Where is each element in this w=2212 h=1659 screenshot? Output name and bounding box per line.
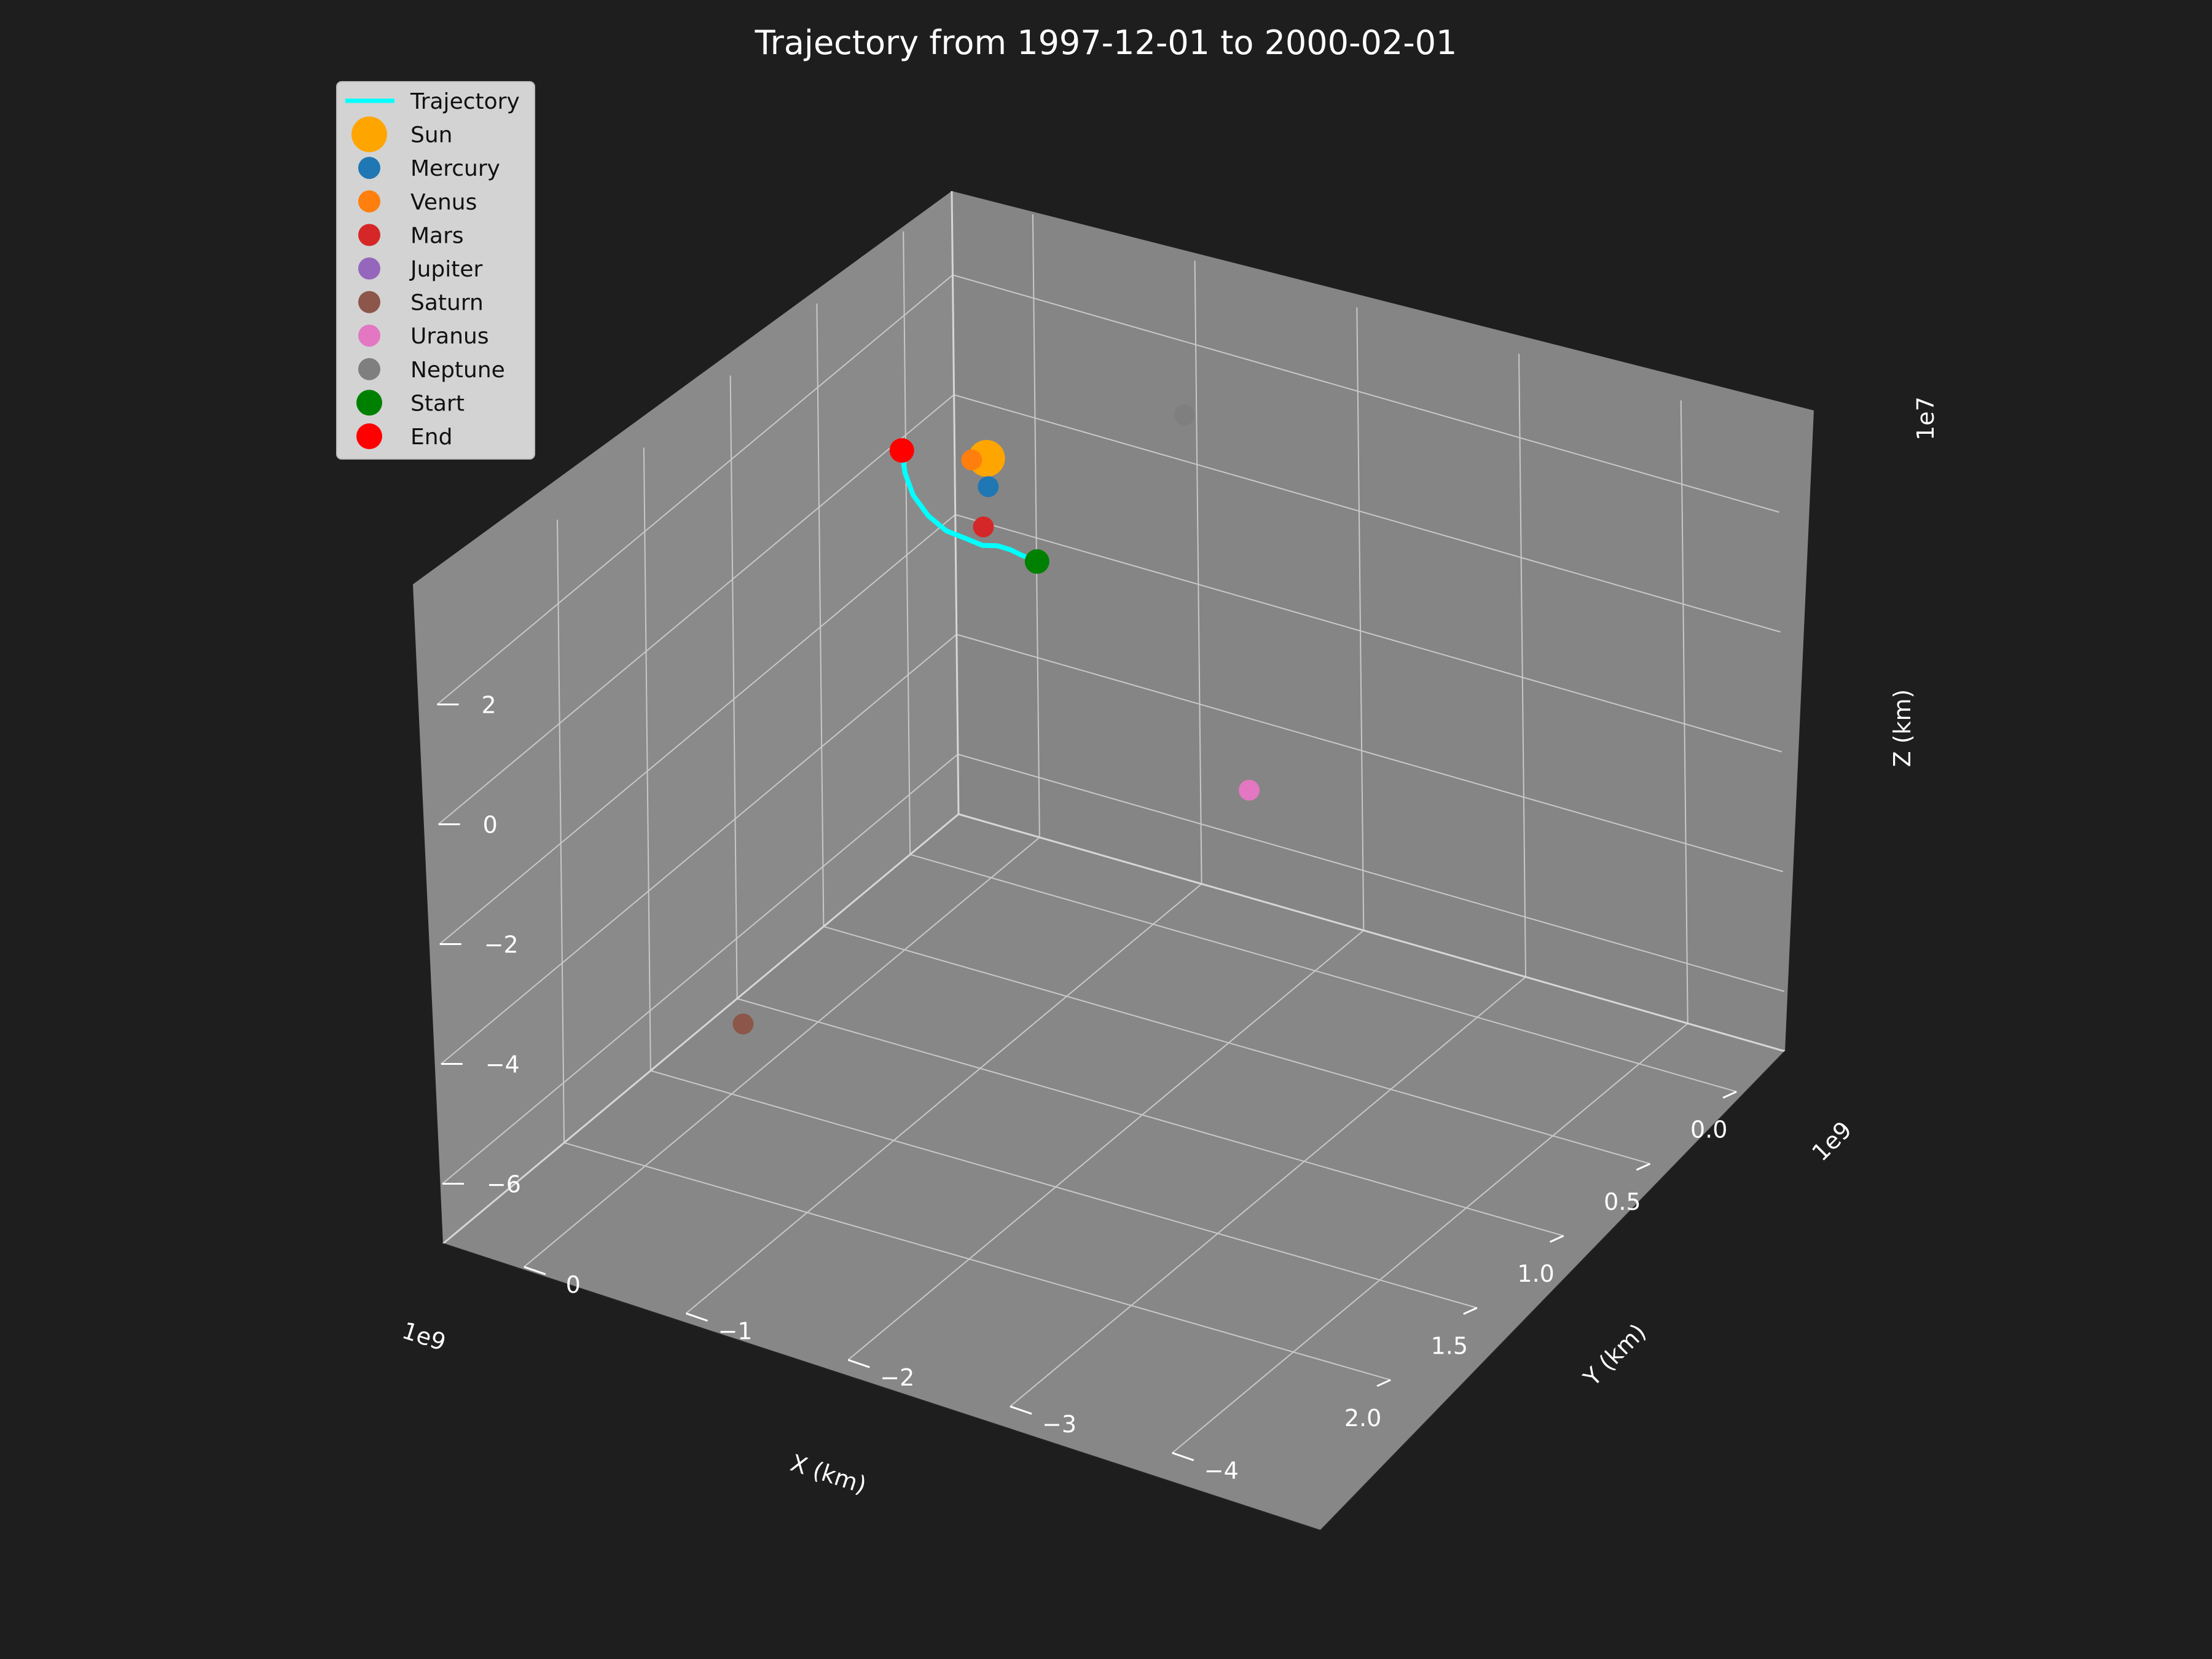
- legend-label-start: Start: [410, 391, 465, 416]
- neptune-point: [1174, 404, 1195, 426]
- z-axis-tick-label: 0: [483, 812, 498, 839]
- legend-label-trajectory: Trajectory: [410, 89, 520, 114]
- grid-line: [823, 925, 1650, 1164]
- y-axis-tick-label: −4: [1204, 1457, 1239, 1484]
- grid-line: [1680, 400, 1688, 1024]
- data-points: [732, 404, 1260, 1035]
- legend-box: [336, 81, 535, 460]
- grid: [436, 214, 1785, 1454]
- legend-marker-jupiter: [358, 257, 380, 280]
- x-axis-tick-label: 1.5: [1431, 1333, 1468, 1360]
- grid-line: [1032, 214, 1040, 837]
- y-axis-tick-label: −2: [880, 1364, 914, 1391]
- legend-label-mars: Mars: [410, 223, 464, 248]
- y-axis-tick-label: −3: [1042, 1411, 1077, 1438]
- z-axis-offset: 1e7: [1912, 396, 1939, 441]
- legend-label-neptune: Neptune: [410, 358, 505, 383]
- grid-line: [442, 753, 959, 1185]
- grid-line: [957, 753, 1785, 992]
- grid-line: [1194, 261, 1202, 884]
- grid-line: [909, 853, 1737, 1092]
- y-axis-tick-label: 0: [566, 1271, 581, 1298]
- y-axis-tick: [847, 1359, 870, 1368]
- uranus-point: [1239, 779, 1260, 801]
- y-axis-tick-label: −1: [718, 1318, 753, 1345]
- legend-marker-uranus: [358, 324, 380, 347]
- grid-line: [952, 274, 1779, 513]
- grid-line: [439, 514, 956, 945]
- back-pane: [952, 191, 1814, 1051]
- grid-line: [954, 394, 1781, 633]
- grid-line: [956, 633, 1784, 873]
- grid-line: [563, 1142, 1391, 1381]
- grid-line: [436, 274, 954, 705]
- legend-marker-mars: [358, 224, 380, 246]
- grid-line: [441, 633, 957, 1065]
- legend-marker-saturn: [358, 291, 380, 313]
- grid-line: [737, 998, 1564, 1237]
- legend-marker-sun: [351, 116, 387, 152]
- grid-line: [650, 1070, 1478, 1309]
- legend-label-mercury: Mercury: [410, 156, 500, 181]
- saturn-point: [732, 1013, 754, 1035]
- legend-label-sun: Sun: [410, 123, 452, 148]
- mars-point: [973, 516, 994, 538]
- z-axis-label: Z (km): [1889, 689, 1916, 767]
- y-axis-tick: [1172, 1452, 1194, 1462]
- grid-line: [1172, 1022, 1688, 1454]
- x-axis-tick: [1722, 1091, 1737, 1099]
- mercury-point: [978, 476, 999, 497]
- z-axis-tick-label: −4: [485, 1051, 520, 1078]
- y-axis-tick: [1010, 1405, 1032, 1415]
- x-axis-tick: [1376, 1379, 1391, 1387]
- grid-line: [1518, 353, 1527, 977]
- grid-line: [685, 883, 1202, 1314]
- end-point: [889, 438, 914, 463]
- legend: Trajectory Sun Mercury Venus Mars Jupiter Satu…: [336, 81, 535, 460]
- grid-line: [557, 519, 565, 1143]
- grid-line: [955, 514, 1782, 753]
- grid-line: [816, 303, 825, 927]
- legend-label-end: End: [410, 425, 452, 450]
- legend-marker-venus: [358, 190, 380, 213]
- venus-point: [961, 449, 982, 471]
- x-axis-tick: [1636, 1163, 1651, 1171]
- legend-label-saturn: Saturn: [410, 291, 484, 316]
- legend-marker-start: [356, 390, 382, 416]
- legend-marker-mercury: [358, 157, 380, 179]
- grid-line: [1356, 307, 1365, 931]
- y-axis-tick: [686, 1312, 708, 1322]
- chart-title: Trajectory from 1997-12-01 to 2000-02-01: [755, 23, 1457, 62]
- x-axis-tick-label: 2.0: [1344, 1405, 1381, 1432]
- grid-line: [643, 447, 651, 1071]
- z-axis-tick-label: 2: [481, 692, 496, 719]
- z-axis-tick-label: −2: [484, 931, 519, 959]
- legend-marker-neptune: [358, 358, 380, 380]
- floor-pane: [443, 814, 1785, 1531]
- y-axis-tick: [524, 1266, 546, 1276]
- grid-line: [437, 394, 955, 825]
- x-axis-tick: [1463, 1307, 1478, 1315]
- pane-edges: [442, 190, 1786, 1531]
- grid-line: [903, 231, 911, 855]
- grid-line: [524, 837, 1040, 1268]
- legend-marker-end: [356, 423, 382, 449]
- x-axis-tick-label: 0.5: [1604, 1188, 1641, 1215]
- left-pane: [413, 191, 959, 1244]
- x-axis-tick: [1550, 1234, 1564, 1243]
- start-point: [1024, 549, 1049, 574]
- grid-line: [847, 930, 1364, 1360]
- trajectory-line: [899, 448, 1040, 564]
- grid-line: [729, 375, 738, 999]
- x-axis-tick-label: 0.0: [1690, 1116, 1727, 1143]
- x-axis-tick-label: 1.0: [1517, 1260, 1554, 1287]
- axes-panes: [413, 191, 1814, 1531]
- grid-line: [1010, 976, 1526, 1407]
- z-axis-tick-label: −6: [487, 1171, 521, 1198]
- legend-label-venus: Venus: [410, 190, 477, 215]
- legend-label-jupiter: Jupiter: [409, 257, 483, 282]
- legend-label-uranus: Uranus: [410, 324, 489, 349]
- axis-ticks: 0.0 0.5 1.0 1.5 2.0 0 −1 −2 −3 −4 2 0 −2 −4 −6: [437, 692, 1737, 1484]
